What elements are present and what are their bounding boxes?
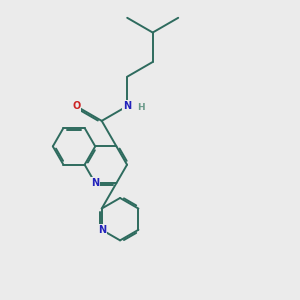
Text: H: H: [137, 103, 145, 112]
Text: N: N: [123, 101, 131, 111]
Text: O: O: [72, 101, 80, 111]
Text: N: N: [98, 225, 106, 235]
Text: N: N: [91, 178, 99, 188]
